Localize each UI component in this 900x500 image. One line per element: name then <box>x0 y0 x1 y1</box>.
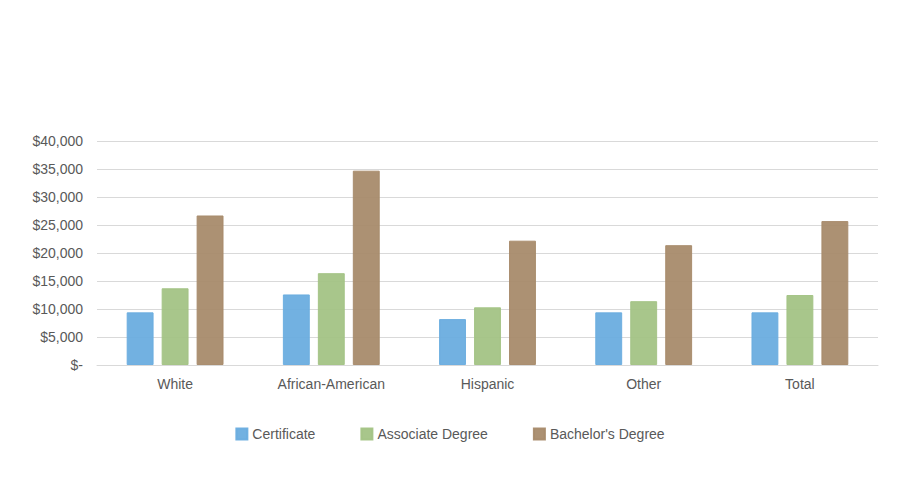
svg-text:$40,000: $40,000 <box>32 133 83 149</box>
svg-text:Hispanic: Hispanic <box>461 376 515 392</box>
svg-text:$20,000: $20,000 <box>32 245 83 261</box>
svg-text:$35,000: $35,000 <box>32 161 83 177</box>
svg-text:Bachelor's Degree: Bachelor's Degree <box>550 426 665 442</box>
svg-text:Other: Other <box>626 376 661 392</box>
svg-text:$15,000: $15,000 <box>32 273 83 289</box>
svg-text:$-: $- <box>71 357 84 373</box>
svg-text:$5,000: $5,000 <box>40 329 83 345</box>
svg-text:$10,000: $10,000 <box>32 301 83 317</box>
svg-text:$25,000: $25,000 <box>32 217 83 233</box>
svg-text:White: White <box>157 376 193 392</box>
svg-text:Total: Total <box>785 376 815 392</box>
svg-text:Certificate: Certificate <box>252 426 315 442</box>
svg-text:African-American: African-American <box>278 376 385 392</box>
svg-text:$30,000: $30,000 <box>32 189 83 205</box>
svg-text:Associate Degree: Associate Degree <box>377 426 488 442</box>
